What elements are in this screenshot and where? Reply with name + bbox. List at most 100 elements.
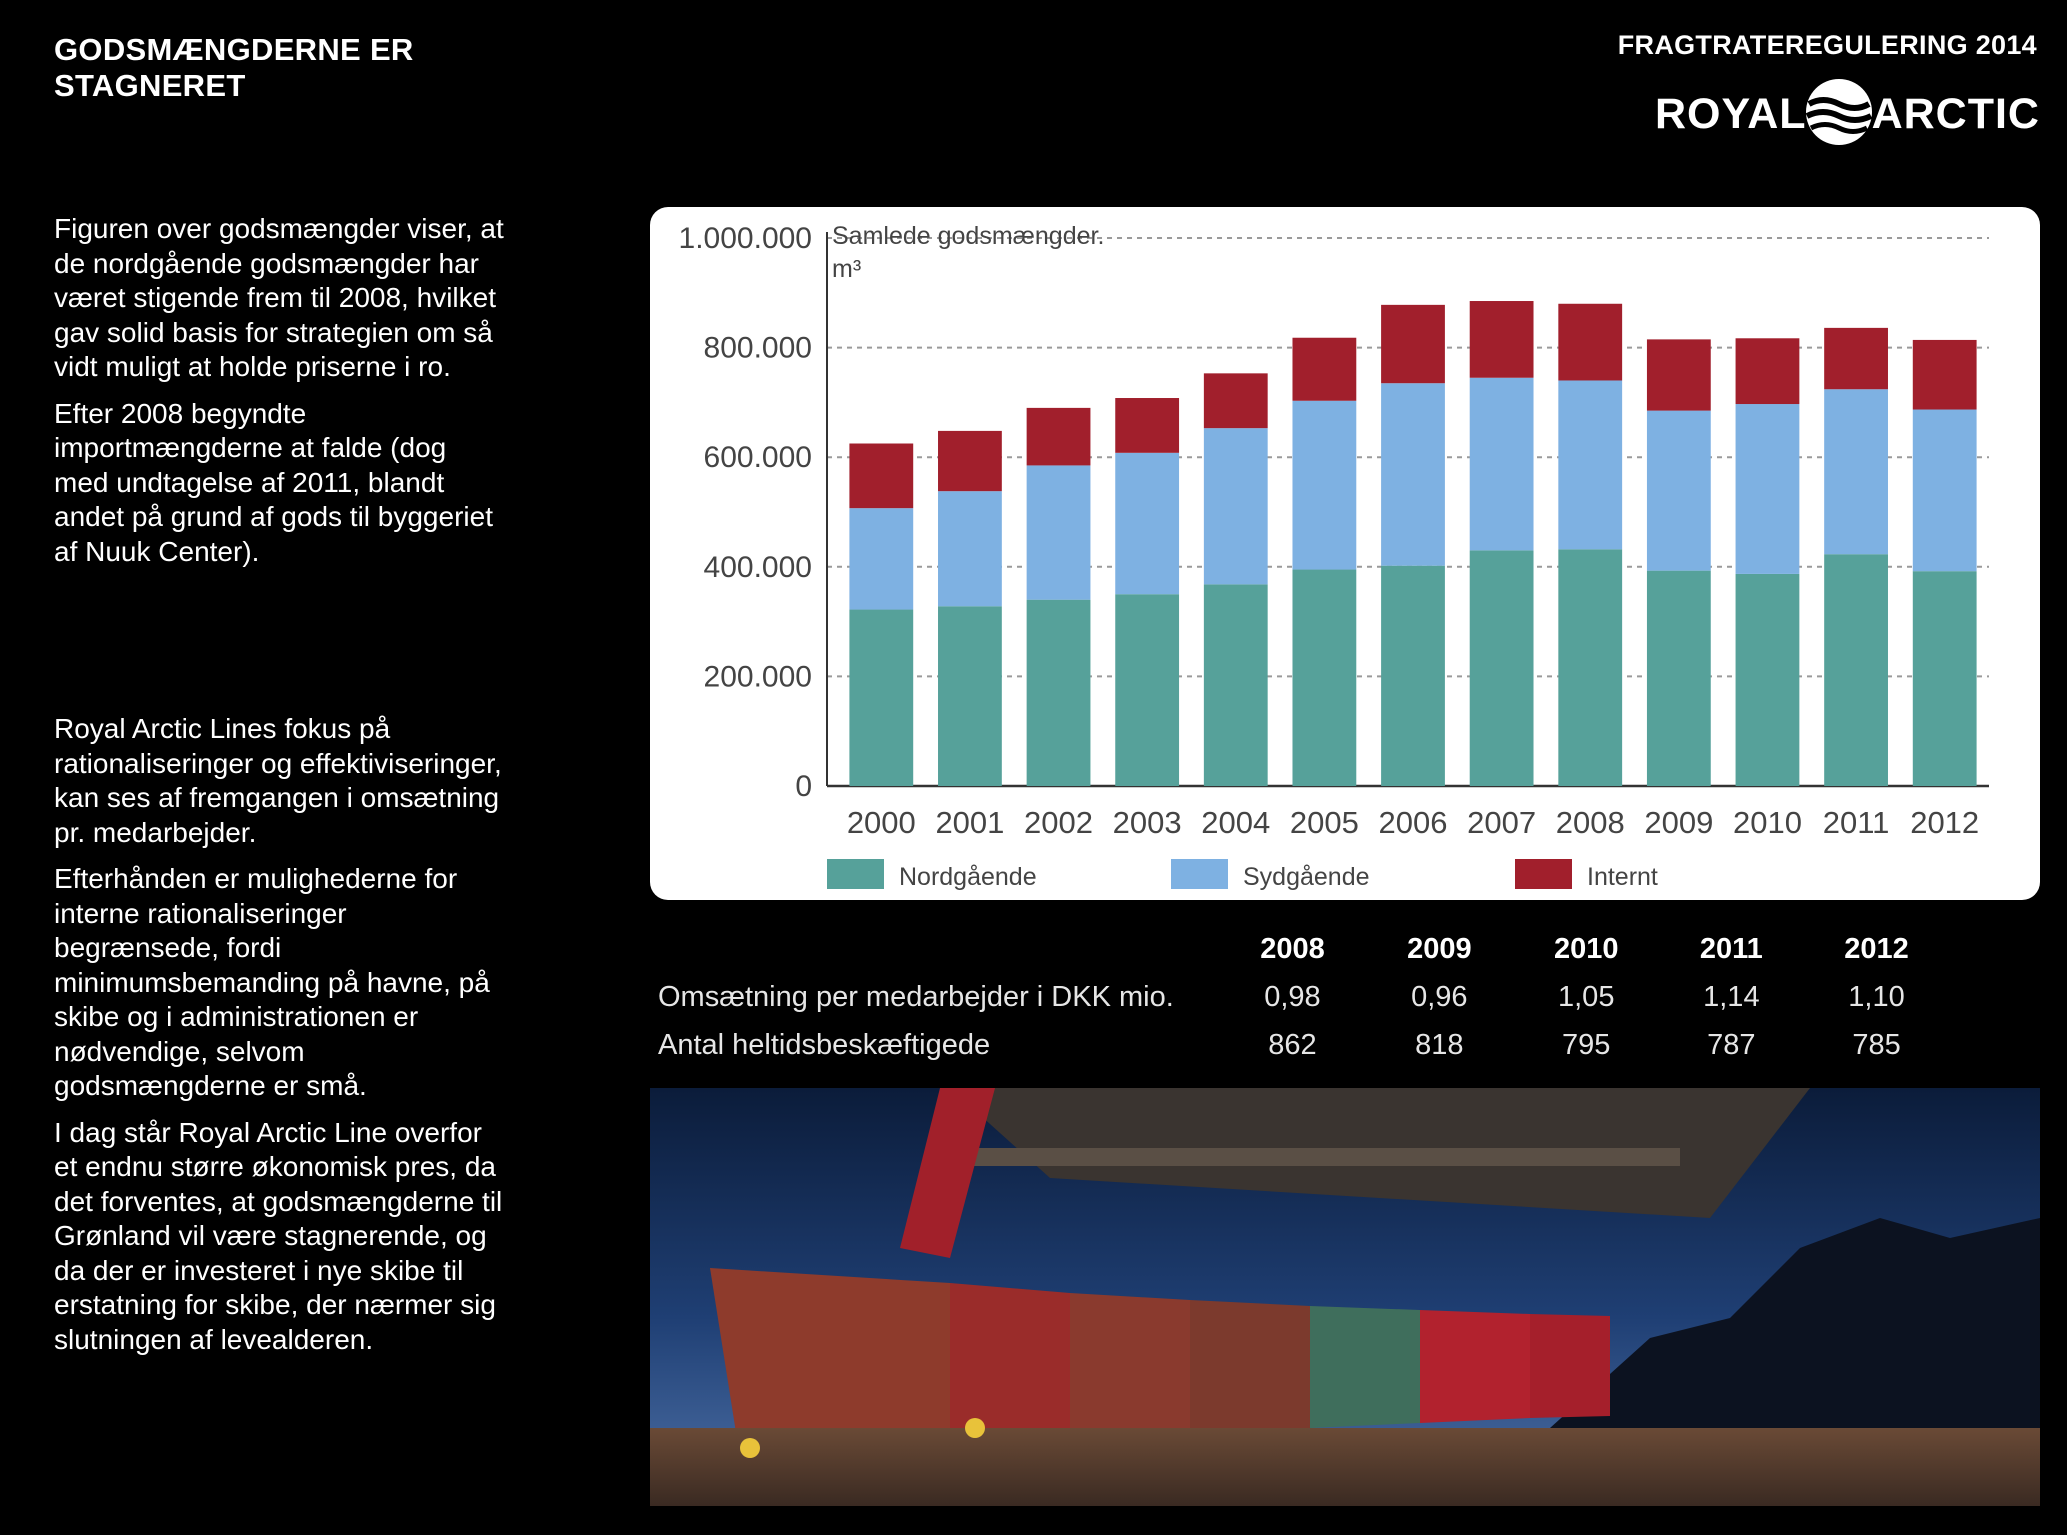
bar-segment bbox=[1646, 339, 1711, 411]
row-label: Omsætning per medarbejder i DKK mio. bbox=[658, 980, 1174, 1013]
bar-segment bbox=[1824, 327, 1888, 390]
table-header-row: 2008 2009 2010 2011 2012 bbox=[650, 925, 1950, 973]
y-tick-label: 800.000 bbox=[704, 332, 812, 365]
bar-segment bbox=[1735, 573, 1800, 786]
table-cell: 1,10 bbox=[1848, 980, 1905, 1013]
y-tick-label: 400.000 bbox=[704, 551, 812, 584]
table-cell: 787 bbox=[1707, 1028, 1756, 1061]
bar-segment bbox=[1381, 565, 1445, 786]
bar-segment bbox=[1026, 465, 1091, 600]
page-title: GODSMÆNGDERNE ER STAGNERET bbox=[54, 32, 414, 103]
paragraph: Royal Arctic Lines fokus på rationaliser… bbox=[54, 713, 502, 848]
legend-label: Internt bbox=[1587, 863, 1658, 891]
bar-segment bbox=[938, 606, 1002, 786]
x-tick-label: 2012 bbox=[1910, 805, 1979, 840]
bar-segment bbox=[1469, 301, 1534, 378]
table-header-year: 2008 bbox=[1260, 932, 1325, 965]
bar-segment bbox=[1203, 373, 1268, 429]
bar-segment bbox=[1912, 339, 1977, 410]
bar-segment bbox=[1912, 571, 1977, 786]
bar-segment bbox=[1558, 380, 1623, 550]
table-header-year: 2011 bbox=[1699, 932, 1763, 965]
table-header-empty bbox=[650, 925, 1219, 973]
paragraph: I dag står Royal Arctic Line overfor et … bbox=[54, 1116, 503, 1355]
bar-segment bbox=[1824, 554, 1888, 786]
table-row: Antal heltidsbeskæftigede 862 818 795 78… bbox=[650, 1021, 1950, 1069]
bar-segment bbox=[1646, 410, 1711, 571]
chart-unit: m³ bbox=[832, 255, 861, 283]
table-cell: 862 bbox=[1268, 1028, 1317, 1061]
legend-swatch bbox=[1171, 859, 1228, 889]
table-cell: 0,98 bbox=[1264, 980, 1321, 1013]
paragraph: Efterhånden er mulighederne for interne … bbox=[54, 863, 490, 1101]
x-tick-label: 2008 bbox=[1556, 805, 1625, 840]
table-header-year: 2010 bbox=[1553, 932, 1619, 965]
x-tick-label: 2009 bbox=[1644, 805, 1713, 840]
chart-panel: 0 200.000 400.000 600.000 800.000 1.000.000 Sa… bbox=[650, 207, 2040, 900]
y-tick-label: 600.000 bbox=[704, 441, 812, 474]
table-row: Omsætning per medarbejder i DKK mio. 0,9… bbox=[650, 973, 1950, 1021]
bar-segment bbox=[1469, 377, 1534, 551]
report-label: FRAGTRATEREGULERING 2014 bbox=[1617, 30, 2037, 60]
x-tick-label: 2001 bbox=[935, 805, 1004, 840]
x-tick-label: 2004 bbox=[1201, 805, 1270, 840]
legend-label: Nordgående bbox=[899, 863, 1037, 891]
text-block-intro: Figuren over godsmængder viser, at de no… bbox=[54, 212, 504, 581]
containers-at-harbor-photo bbox=[650, 1088, 2040, 1506]
y-tick-label: 200.000 bbox=[704, 660, 812, 693]
bar-segment bbox=[1115, 594, 1180, 786]
y-tick-label: 1.000.000 bbox=[679, 222, 812, 255]
paragraph: Figuren over godsmængder viser, at de no… bbox=[54, 213, 504, 382]
bar-segment bbox=[1292, 337, 1357, 401]
bar-segment bbox=[1381, 383, 1445, 566]
row-label: Antal heltidsbeskæftigede bbox=[658, 1028, 991, 1061]
bar-segment bbox=[1469, 550, 1534, 786]
x-tick-label: 2011 bbox=[1823, 805, 1890, 840]
bar-segment bbox=[1115, 452, 1180, 595]
x-tick-label: 2006 bbox=[1379, 805, 1448, 840]
wave-circle-icon bbox=[1805, 79, 1873, 145]
bar-segment bbox=[849, 508, 914, 610]
x-tick-label: 2002 bbox=[1024, 805, 1093, 840]
bar-segment bbox=[1735, 404, 1800, 574]
table-cell: 795 bbox=[1562, 1028, 1611, 1061]
chart-title: Samlede godsmængder. bbox=[832, 222, 1104, 250]
x-tick-label: 2010 bbox=[1733, 805, 1802, 840]
stats-table: 2008 2009 2010 2011 2012 Omsætning per m… bbox=[650, 925, 1950, 1069]
legend-swatch bbox=[827, 859, 884, 889]
royal-arctic-logo: ROYAL ARCTIC bbox=[1655, 76, 2040, 148]
table-cell: 785 bbox=[1852, 1028, 1901, 1061]
bar-segment bbox=[1824, 389, 1888, 555]
bar-segment bbox=[1292, 400, 1357, 570]
table-cell: 0,96 bbox=[1411, 980, 1468, 1013]
bar-segment bbox=[1646, 570, 1711, 786]
bar-segment bbox=[1292, 569, 1357, 786]
table-cell: 1,14 bbox=[1703, 980, 1760, 1013]
bar-segment bbox=[849, 443, 914, 509]
legend-label: Sydgående bbox=[1243, 863, 1370, 891]
y-tick-label: 0 bbox=[795, 770, 812, 803]
table-cell: 818 bbox=[1415, 1028, 1464, 1061]
x-tick-label: 2003 bbox=[1113, 805, 1182, 840]
bar-segment bbox=[938, 430, 1002, 492]
bar-segment bbox=[1558, 303, 1623, 381]
bar-segment bbox=[1115, 398, 1180, 453]
paragraph: Efter 2008 begyndte importmængderne at f… bbox=[54, 397, 493, 567]
x-tick-label: 2007 bbox=[1467, 805, 1536, 840]
bar-segment bbox=[1026, 599, 1091, 786]
stacked-bar-chart: 0 200.000 400.000 600.000 800.000 1.000.000 Sa… bbox=[679, 222, 1989, 891]
bar-segment bbox=[1026, 407, 1091, 466]
bar-segment bbox=[1558, 549, 1623, 786]
bar-segment bbox=[1735, 338, 1800, 405]
bar-segment bbox=[1912, 409, 1977, 572]
logo-word-right: ARCTIC bbox=[1871, 90, 2040, 138]
text-block-rationalisation: Royal Arctic Lines fokus på rationaliser… bbox=[54, 712, 504, 1369]
bar-segment bbox=[1203, 584, 1268, 786]
logo-word-left: ROYAL bbox=[1655, 90, 1807, 138]
x-tick-label: 2005 bbox=[1290, 805, 1359, 840]
x-tick-label: 2000 bbox=[847, 805, 916, 840]
bar-segment bbox=[849, 609, 914, 786]
bar-segment bbox=[1203, 428, 1268, 585]
bar-segment bbox=[1381, 304, 1445, 384]
table-cell: 1,05 bbox=[1558, 980, 1615, 1013]
